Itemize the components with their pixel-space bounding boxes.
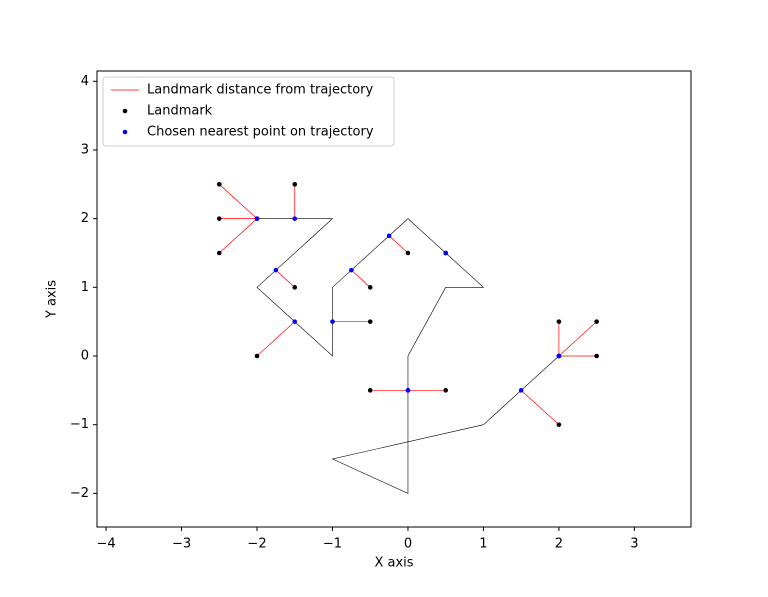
nearest-point [349, 267, 354, 273]
landmark-point [594, 353, 599, 359]
x-tick-label: 0 [404, 537, 412, 552]
distance-line [388, 235, 409, 254]
x-tick-label: 2 [555, 537, 563, 552]
y-tick-label: 1 [81, 280, 89, 295]
nearest-point [330, 319, 335, 324]
y-tick-label: −1 [70, 417, 89, 432]
distance-line [558, 321, 597, 357]
nearest-point [518, 388, 524, 393]
distance-line [219, 218, 258, 254]
nearest-point [443, 250, 449, 256]
landmark-point [216, 216, 222, 221]
landmark-point [292, 182, 298, 187]
landmark-point [254, 353, 260, 359]
y-tick-label: 2 [81, 211, 89, 226]
x-tick-label: 1 [479, 537, 487, 552]
y-tick-label: 0 [81, 349, 89, 364]
nearest-point [386, 233, 392, 239]
legend-label: Landmark [147, 104, 213, 119]
landmark-point [556, 422, 562, 427]
nearest-point [405, 388, 411, 393]
legend-box [102, 76, 395, 147]
nearest-point [292, 319, 298, 324]
distance-line [275, 269, 295, 288]
y-axis-label: Y axis [45, 280, 60, 319]
landmark-point [216, 182, 222, 187]
y-tick-label: −2 [70, 486, 89, 501]
distance-line [219, 184, 258, 219]
x-tick-label: −1 [323, 537, 342, 552]
distance-line [351, 269, 371, 288]
landmark-point [594, 319, 599, 324]
nearest-point [273, 267, 279, 273]
landmark-point [443, 388, 449, 393]
y-tick-label: 4 [81, 74, 89, 89]
landmark-point [405, 250, 411, 256]
landmark-point [292, 285, 298, 290]
x-tick-label: −4 [96, 537, 115, 552]
distance-line [256, 321, 295, 357]
x-tick-label: −3 [172, 537, 191, 552]
landmark-point [367, 388, 373, 393]
legend-label: Landmark distance from trajectory [147, 83, 373, 98]
x-tick-label: −2 [247, 537, 266, 552]
axes-frame [96, 70, 692, 528]
legend-label: Chosen nearest point on trajectory [147, 125, 374, 140]
distance-line [520, 390, 560, 425]
nearest-point [556, 353, 562, 359]
nearest-point [292, 216, 298, 221]
legend-marker [122, 108, 128, 114]
landmark-point [216, 250, 222, 256]
trajectory-line [256, 218, 560, 494]
landmark-point [367, 319, 373, 324]
landmark-point [367, 285, 373, 290]
nearest-point [254, 216, 260, 221]
y-tick-label: 3 [81, 142, 89, 157]
x-tick-label: 3 [630, 537, 638, 552]
x-axis-label: X axis [374, 556, 413, 571]
landmark-point [556, 319, 562, 324]
legend-marker [122, 129, 128, 135]
